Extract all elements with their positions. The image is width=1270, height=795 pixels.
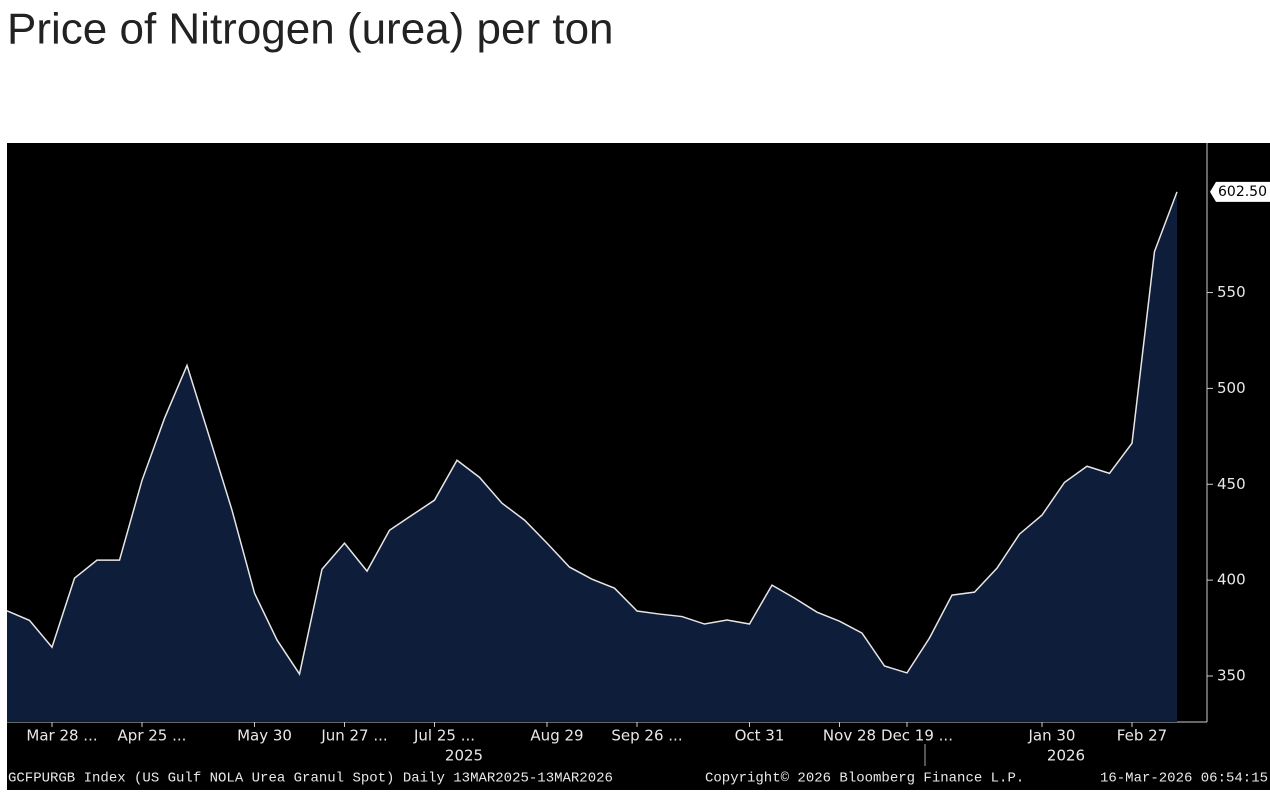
x-tick-label: Jun 27 ... [320, 727, 387, 745]
y-tick-label: 350 [1217, 666, 1246, 684]
value-label-box [1210, 181, 1270, 202]
line [6, 191, 1178, 676]
x-tick-label: Feb 27 [1117, 727, 1167, 745]
x-tick-label: Dec 19 ... [881, 727, 953, 745]
x-tick-label: Nov 28 [823, 727, 876, 745]
x-tick-label: Sep 26 ... [611, 727, 682, 745]
value-label: 602.50 [1218, 184, 1267, 200]
y-tick-label: 500 [1217, 379, 1246, 397]
area [7, 191, 1177, 723]
x-tick-label: Aug 29 [530, 727, 583, 745]
x-tick-label: Mar 28 ... [26, 727, 97, 745]
y-tick-label: 400 [1217, 571, 1246, 589]
x-tick-label: Jan 30 [1028, 727, 1076, 745]
y-tick-label: 450 [1217, 475, 1246, 493]
footer-copyright: Copyright© 2026 Bloomberg Finance L.P. [705, 771, 1024, 787]
footer-source: GCFPURGB Index (US Gulf NOLA Urea Granul… [8, 771, 613, 787]
chart-title: Price of Nitrogen (urea) per ton [7, 5, 614, 54]
y-tick-label: 550 [1217, 283, 1246, 301]
footer-timestamp: 16-Mar-2026 06:54:15 [1100, 771, 1268, 787]
year-label: 2026 [1047, 747, 1085, 765]
x-tick-label: Oct 31 [735, 727, 785, 745]
year-label: 2025 [445, 747, 483, 765]
x-tick-label: May 30 [237, 727, 292, 745]
x-tick-label: Jul 25 ... [413, 727, 475, 745]
x-tick-label: Apr 25 ... [118, 727, 187, 745]
